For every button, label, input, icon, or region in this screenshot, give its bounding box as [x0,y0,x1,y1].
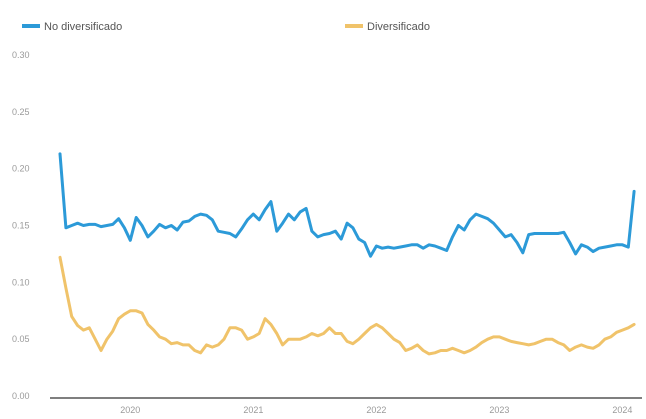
x-tick-label: 2022 [366,405,386,415]
x-tick-label: 2024 [612,405,632,415]
y-tick-label: 0.00 [12,391,30,401]
series-line-diversificado[interactable] [58,255,636,356]
y-tick-label: 0.20 [12,164,30,174]
x-tick-label: 2020 [120,405,140,415]
y-tick-label: 0.25 [12,107,30,117]
series-layer [58,152,636,356]
legend: No diversificado Diversificado [22,21,430,33]
y-tick-label: 0.10 [12,277,30,287]
series-line-no-diversificado[interactable] [58,152,636,258]
x-tick-label: 2021 [243,405,263,415]
legend-label-no-diversificado[interactable]: No diversificado [44,21,122,33]
y-tick-label: 0.15 [12,221,30,231]
legend-label-diversificado[interactable]: Diversificado [367,21,430,33]
y-tick-label: 0.05 [12,334,30,344]
x-axis: 2020 2021 2022 2023 2024 [50,397,642,415]
y-axis: 0.00 0.05 0.10 0.15 0.20 0.25 0.30 [12,50,30,401]
x-tick-label: 2023 [489,405,509,415]
y-tick-label: 0.30 [12,50,30,60]
